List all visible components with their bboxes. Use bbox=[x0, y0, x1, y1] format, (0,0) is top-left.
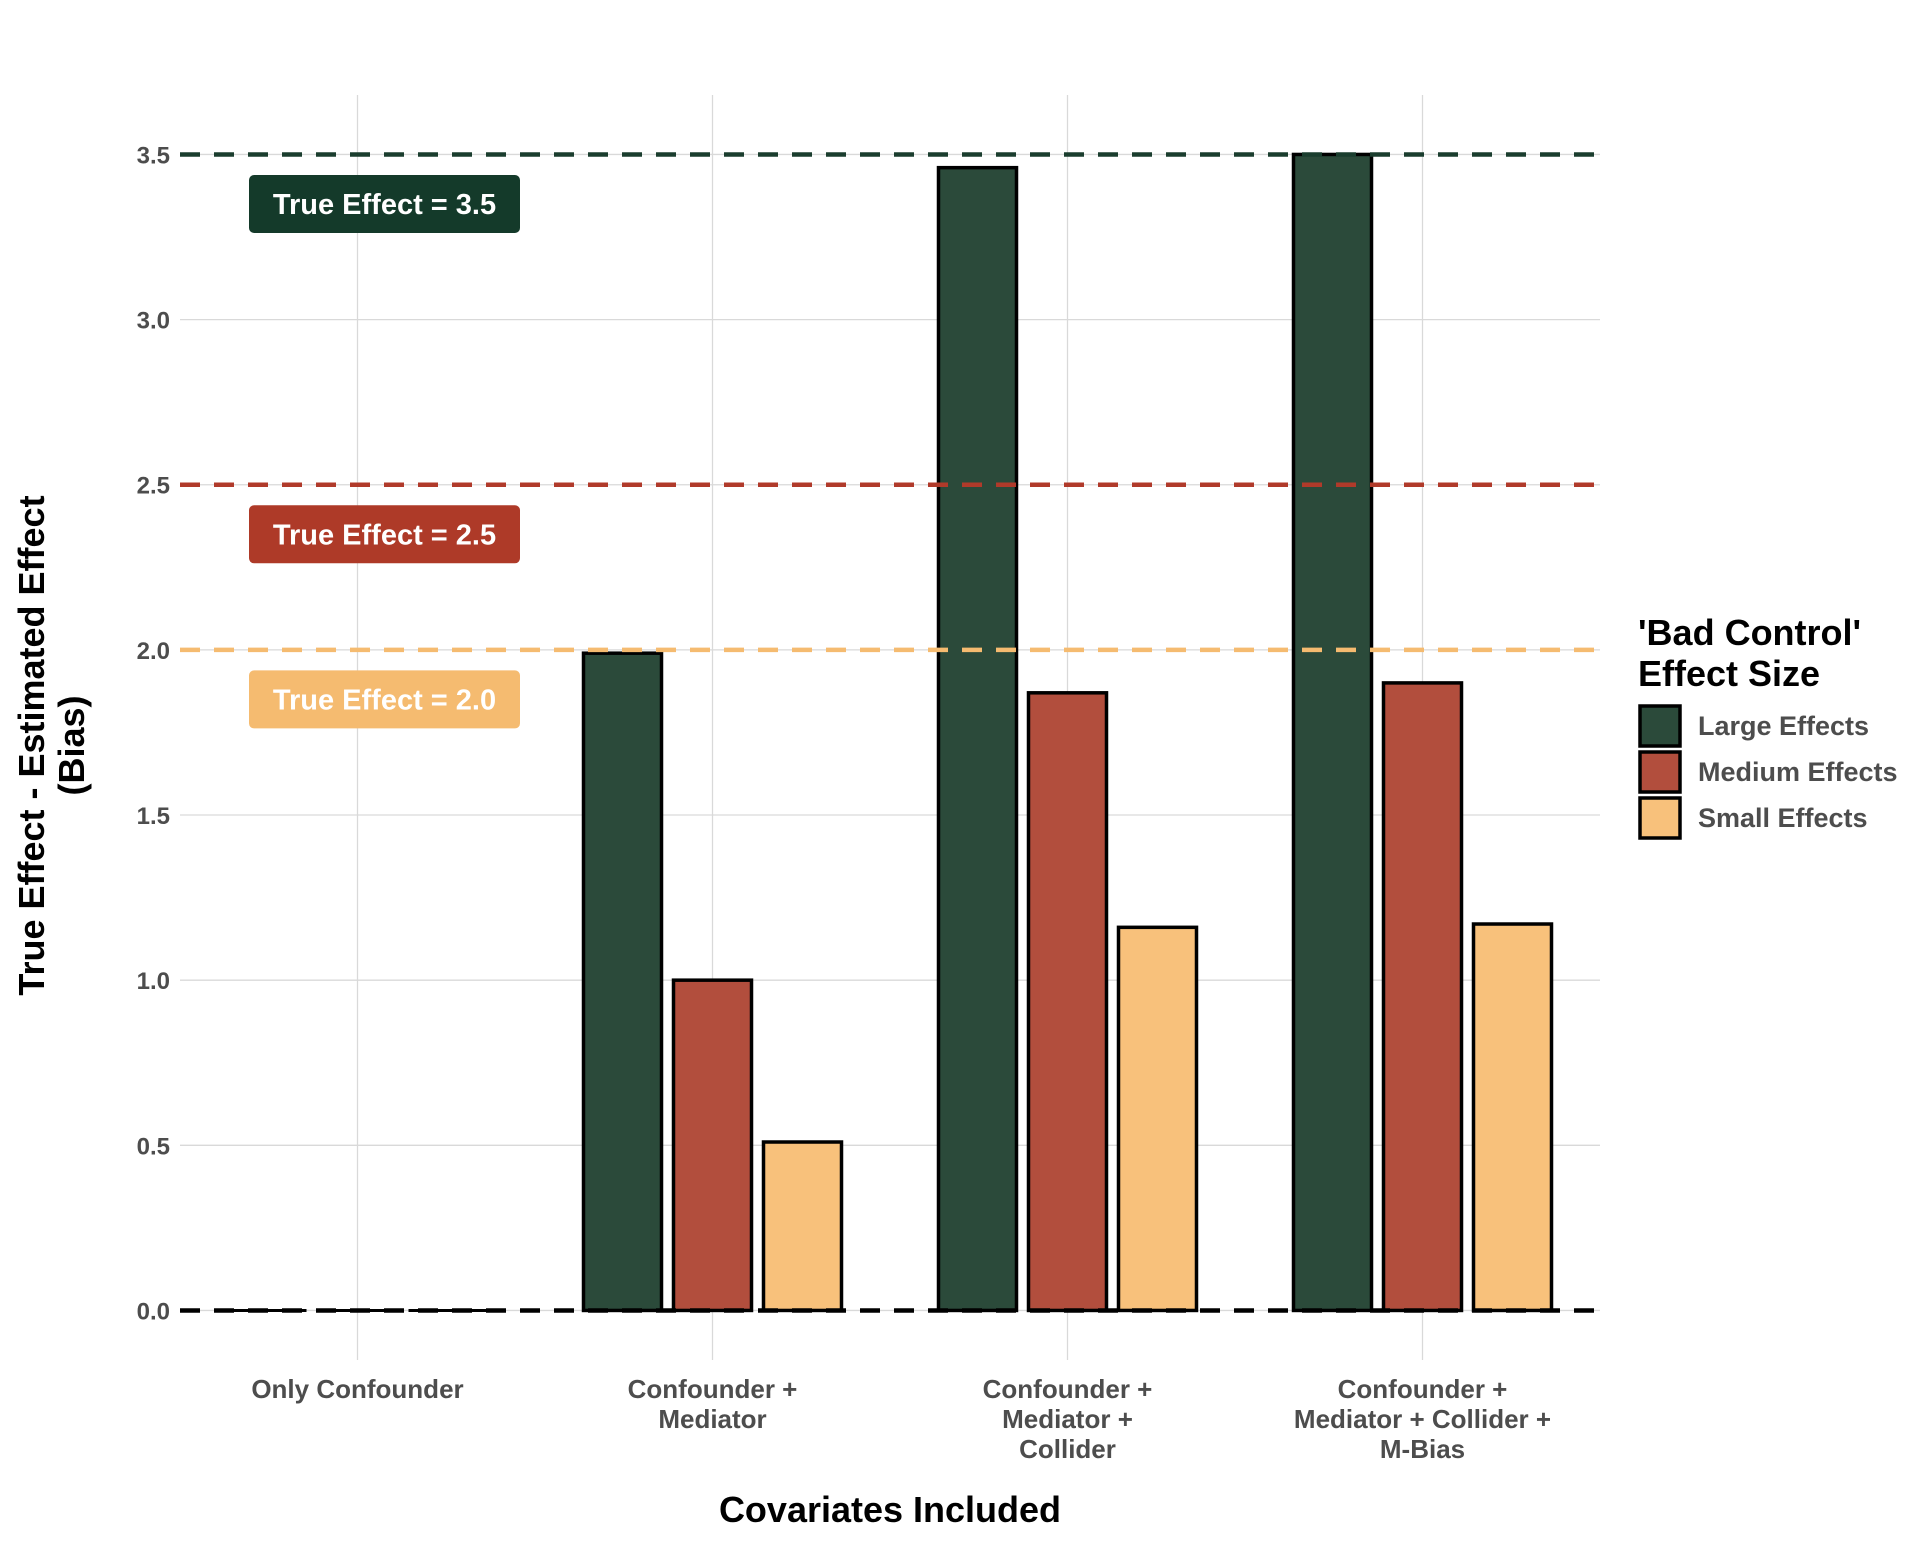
legend: 'Bad Control' Effect Size Large Effects Med… bbox=[1638, 612, 1898, 840]
y-tick-label: 2.0 bbox=[137, 638, 170, 665]
annotation-box bbox=[249, 670, 520, 729]
y-axis-title-line: True Effect - Estimated Effect bbox=[11, 495, 52, 995]
y-axis: 0.0 0.5 1.0 1.5 2.0 2.5 3.0 3.5 bbox=[137, 142, 170, 1325]
legend-key-label: Large Effects bbox=[1698, 711, 1869, 741]
y-tick-label: 1.0 bbox=[137, 968, 170, 995]
bar-medium-effects bbox=[1026, 691, 1109, 1313]
y-axis-title: True Effect - Estimated Effect(Bias) bbox=[11, 495, 92, 995]
annotation-label: True Effect = 3.5 bbox=[273, 189, 496, 221]
x-axis: Only Confounder Confounder + MediatorConfo… bbox=[251, 1374, 1551, 1464]
x-tick-label-line: Collider bbox=[1019, 1434, 1116, 1464]
bars-layer bbox=[228, 152, 1554, 1313]
x-tick-label-line: Confounder + bbox=[983, 1374, 1153, 1404]
annotation-label: True Effect = 2.5 bbox=[273, 519, 496, 551]
x-tick-label-line: M-Bias bbox=[1380, 1434, 1465, 1464]
y-tick-label: 0.5 bbox=[137, 1133, 170, 1160]
y-tick-label: 2.5 bbox=[137, 473, 170, 500]
x-tick-label-line: Mediator bbox=[658, 1404, 766, 1434]
x-tick-label: Confounder + Mediator bbox=[628, 1374, 798, 1434]
x-tick-label-line: Mediator + bbox=[1002, 1404, 1133, 1434]
bar-large-effects bbox=[581, 651, 664, 1313]
y-axis-title-line: (Bias) bbox=[51, 695, 92, 795]
annotation-box bbox=[249, 505, 520, 564]
legend-key-swatch bbox=[1638, 704, 1682, 748]
x-axis-title: Covariates Included bbox=[719, 1489, 1061, 1530]
bar-medium-effects bbox=[1381, 681, 1464, 1313]
y-tick-label: 3.0 bbox=[137, 308, 170, 335]
x-tick-label: Confounder + Mediator + Collider + M-Bias bbox=[1294, 1374, 1551, 1464]
y-tick-label: 3.5 bbox=[137, 142, 170, 169]
bar-large-effects bbox=[936, 165, 1019, 1313]
legend-key-swatch bbox=[1638, 796, 1682, 840]
bar-small-effects bbox=[761, 1140, 844, 1313]
legend-key-label: Medium Effects bbox=[1698, 757, 1898, 787]
x-tick-label: Confounder + Mediator + Collider bbox=[983, 1374, 1153, 1464]
annotation-box bbox=[249, 174, 520, 233]
axis-titles: Covariates Included True Effect - Estimat… bbox=[11, 495, 1061, 1530]
bar-medium-effects bbox=[671, 978, 754, 1313]
y-tick-label: 0.0 bbox=[137, 1298, 170, 1325]
legend-title: 'Bad Control' Effect Size bbox=[1638, 612, 1861, 694]
legend-key-label: Small Effects bbox=[1698, 803, 1868, 833]
y-tick-label: 1.5 bbox=[137, 803, 170, 830]
x-tick-label-line: Confounder + bbox=[1338, 1374, 1508, 1404]
annotation-label: True Effect = 2.0 bbox=[273, 684, 496, 716]
annotations-layer: True Effect = 3.5 True Effect = 2.5 True E… bbox=[249, 174, 520, 729]
bar-small-effects bbox=[1116, 925, 1199, 1313]
x-tick-label-line: Only Confounder bbox=[251, 1374, 463, 1404]
legend-title-line: 'Bad Control' bbox=[1638, 612, 1861, 653]
x-tick-label-line: Mediator + Collider + bbox=[1294, 1404, 1551, 1434]
legend-key-swatch bbox=[1638, 750, 1682, 794]
bar-small-effects bbox=[1471, 922, 1554, 1313]
bar-large-effects bbox=[1291, 152, 1374, 1313]
x-tick-label-line: Confounder + bbox=[628, 1374, 798, 1404]
legend-title-line: Effect Size bbox=[1638, 653, 1820, 694]
x-tick-label: Only Confounder bbox=[251, 1374, 463, 1404]
